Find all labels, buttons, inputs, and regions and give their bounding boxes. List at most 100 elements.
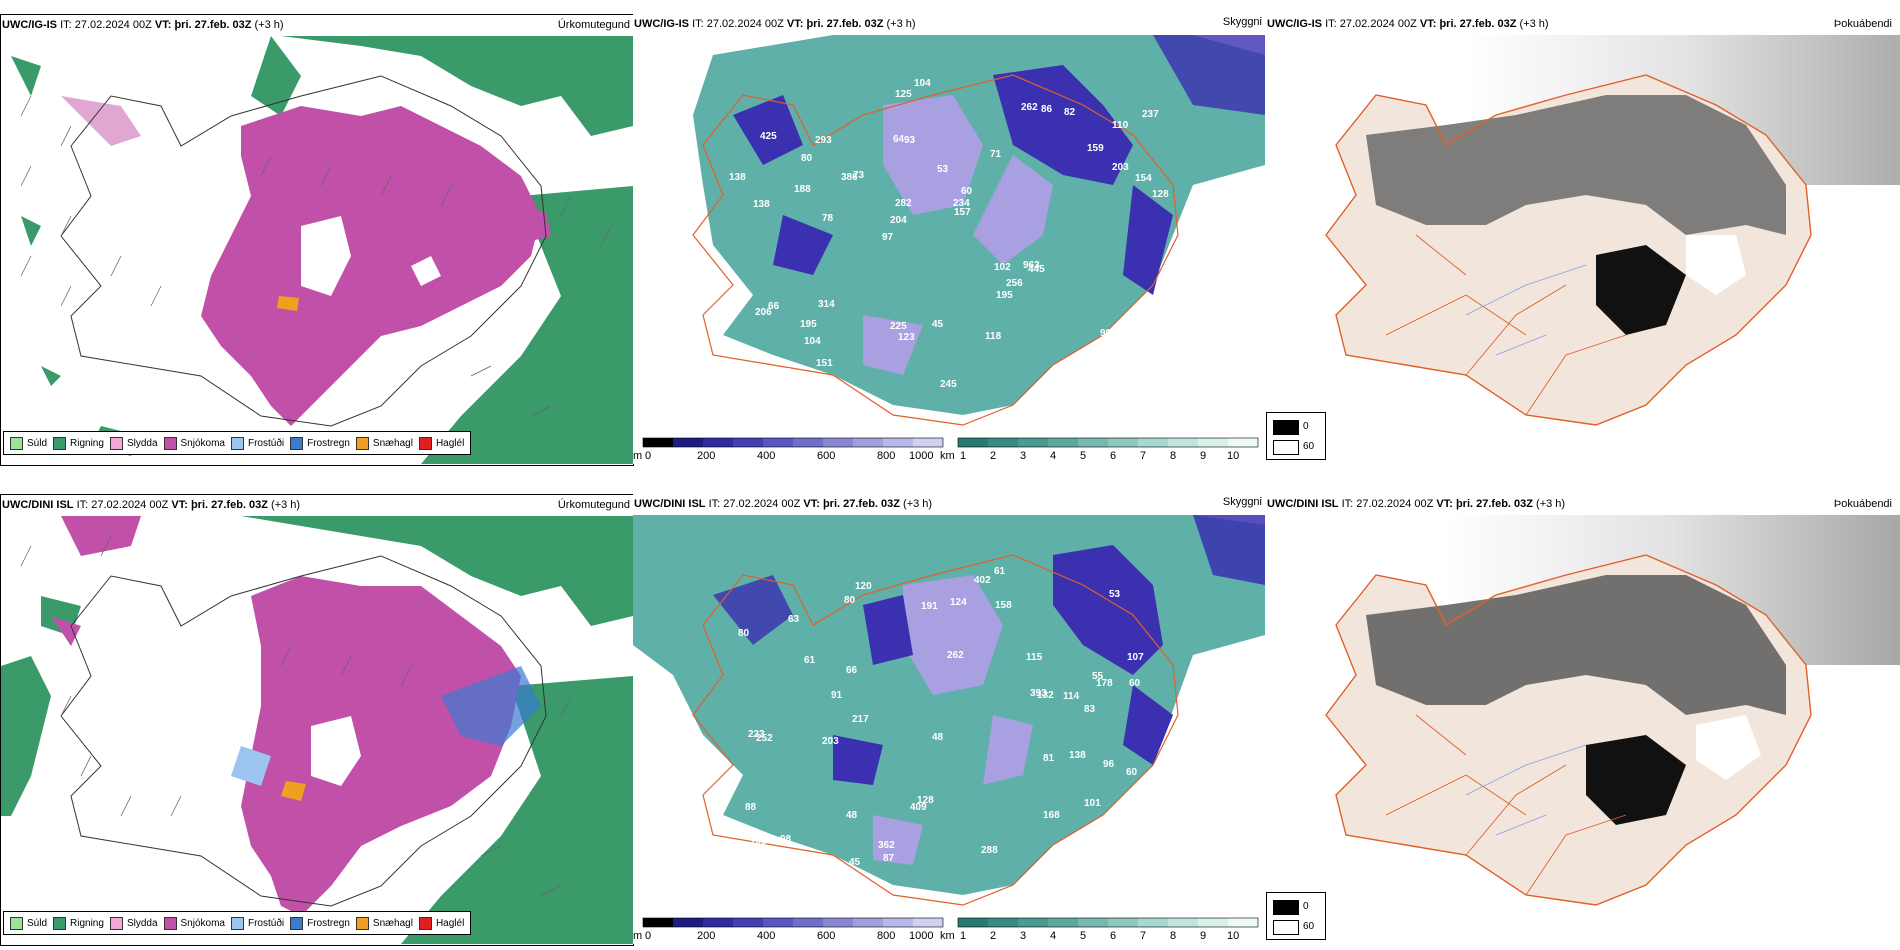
visibility-value-label: 195 [996, 290, 1013, 301]
fog-key-light-label: 60 [1303, 921, 1315, 932]
visibility-value-label: 63 [788, 614, 800, 625]
visibility-value-label: 93 [904, 135, 916, 146]
visibility-value-label: 138 [729, 172, 746, 183]
visibility-value-label: 82 [1064, 107, 1076, 118]
visibility-value-label: 256 [1006, 278, 1023, 289]
legend-item: Slydda [109, 916, 158, 930]
colorbar-tick: 3 [1020, 450, 1027, 462]
colorbar-unit: km [940, 450, 955, 462]
visibility-map: 97 138 110 97 71 102 64 53 66 73 86 104 93 60 445 425 12… [633, 35, 1265, 435]
legend-item: Frostúði [230, 916, 284, 930]
visibility-value-label: 48 [846, 810, 858, 821]
panel-title: UWC/DINI ISL IT: 27.02.2024 00Z VT: þri.… [634, 498, 933, 510]
visibility-value-label: 288 [981, 845, 998, 856]
legend-item: Súld [10, 916, 47, 930]
visibility-value-label: 963 [1023, 260, 1040, 271]
visibility-value-label: 71 [990, 149, 1002, 160]
visibility-value-label: 53 [1109, 589, 1121, 600]
visibility-value-label: 132 [1037, 690, 1054, 701]
visibility-value-label: 153 [740, 369, 757, 380]
visibility-value-label: 191 [921, 601, 938, 612]
panel-fog-top: UWC/IG-IS IT: 27.02.2024 00Z VT: þri. 27… [1266, 14, 1900, 464]
visibility-value-label: 123 [898, 332, 915, 343]
visibility-value-label: 127 [1153, 804, 1170, 815]
colorbar-tick: 0 [645, 450, 652, 462]
visibility-value-label: 104 [914, 78, 931, 89]
panel-precip-type-top: UWC/IG-IS IT: 27.02.2024 00Z VT: þri. 27… [0, 14, 634, 466]
visibility-value-label: 203 [822, 736, 839, 747]
visibility-colorbar: m 0 200 400 600 800 1000 km 1 2 3 4 5 6 … [633, 917, 1265, 943]
visibility-value-label: 148 [1122, 812, 1139, 823]
visibility-value-label: 77 [1111, 819, 1123, 830]
visibility-value-label: 48 [932, 732, 944, 743]
legend-item: Súld [10, 436, 47, 450]
visibility-value-label: 151 [816, 358, 833, 369]
panel-type-label: Úrkomutegund [557, 499, 630, 511]
visibility-value-label: 308 [1071, 362, 1088, 373]
colorbar-tick: 9 [1200, 930, 1207, 942]
colorbar-tick: 2 [990, 930, 997, 942]
visibility-value-label: 138 [1069, 750, 1086, 761]
colorbar-tick: 400 [757, 930, 776, 942]
fog-key-dark-label: 0 [1303, 421, 1309, 432]
legend-item: Snæhagl [355, 436, 413, 450]
visibility-value-label: 402 [974, 575, 991, 586]
colorbar-tick: 2 [990, 450, 997, 462]
fog-map [1266, 35, 1900, 435]
visibility-value-label: 128 [1152, 189, 1169, 200]
fog-map [1266, 515, 1900, 915]
visibility-value-label: 61 [804, 655, 816, 666]
visibility-value-label: 78 [822, 213, 834, 224]
fog-key: 0 60 [1266, 412, 1326, 460]
precip-map [1, 36, 633, 464]
colorbar-unit: m [633, 930, 643, 942]
legend-item: Haglél [418, 916, 464, 930]
panel-title: UWC/IG-IS IT: 27.02.2024 00Z VT: þri. 27… [634, 18, 916, 30]
visibility-value-label: 60 [1126, 767, 1138, 778]
visibility-value-label: 87 [883, 853, 895, 864]
visibility-value-label: 282 [895, 198, 912, 209]
visibility-value-label: 445 [1028, 264, 1045, 275]
panel-fog-bottom: UWC/DINI ISL IT: 27.02.2024 00Z VT: þri.… [1266, 494, 1900, 944]
colorbar-tick: 1000 [909, 930, 934, 942]
visibility-value-label: 60 [1129, 678, 1141, 689]
colorbar-tick: 200 [697, 450, 716, 462]
legend-item: Rigning [53, 916, 104, 930]
visibility-value-label: 97 [1105, 362, 1117, 373]
visibility-value-label: 125 [895, 89, 912, 100]
visibility-value-label: 124 [950, 597, 967, 608]
panel-title: UWC/DINI ISL IT: 27.02.2024 00Z VT: þri.… [1267, 498, 1566, 510]
visibility-value-label: 142 [774, 383, 791, 394]
colorbar-tick: 1 [960, 930, 967, 942]
legend-item: Frostregn [290, 436, 350, 450]
visibility-value-label: 314 [818, 299, 835, 310]
colorbar-tick: 6 [1110, 450, 1117, 462]
visibility-value-label: 262 [1021, 102, 1038, 113]
legend-item: Snjókoma [163, 436, 225, 450]
visibility-value-label: 992 [1100, 328, 1117, 339]
visibility-value-label: 245 [940, 379, 957, 390]
visibility-value-label: 217 [852, 714, 869, 725]
visibility-value-label: 80 [844, 595, 856, 606]
legend-item: Rigning [53, 436, 104, 450]
visibility-value-label: 107 [1127, 652, 1144, 663]
visibility-value-label: 409 [910, 802, 927, 813]
colorbar-tick: 10 [1227, 930, 1240, 942]
visibility-value-label: 86 [1041, 104, 1053, 115]
visibility-value-label: 53 [937, 164, 949, 175]
panel-precip-type-bottom: UWC/DINI ISL IT: 27.02.2024 00Z VT: þri.… [0, 494, 634, 946]
visibility-value-label: 195 [800, 319, 817, 330]
visibility-value-label: 80 [801, 153, 813, 164]
panel-visibility-bottom: UWC/DINI ISL IT: 27.02.2024 00Z VT: þri.… [633, 494, 1265, 944]
colorbar-tick: 800 [877, 450, 896, 462]
visibility-value-label: 120 [855, 581, 872, 592]
visibility-value-label: 293 [815, 135, 832, 146]
panel-title: UWC/DINI ISL IT: 27.02.2024 00Z VT: þri.… [2, 499, 301, 511]
panel-title: UWC/IG-IS IT: 27.02.2024 00Z VT: þri. 27… [1267, 18, 1549, 30]
visibility-value-label: 237 [1142, 109, 1159, 120]
visibility-value-label: 262 [947, 650, 964, 661]
colorbar-tick: 4 [1050, 930, 1057, 942]
precip-legend: Súld Rigning Slydda Snjókoma Frostúði Fr… [3, 431, 472, 455]
panel-type-label: Úrkomutegund [557, 19, 630, 31]
colorbar-tick: 7 [1140, 930, 1147, 942]
